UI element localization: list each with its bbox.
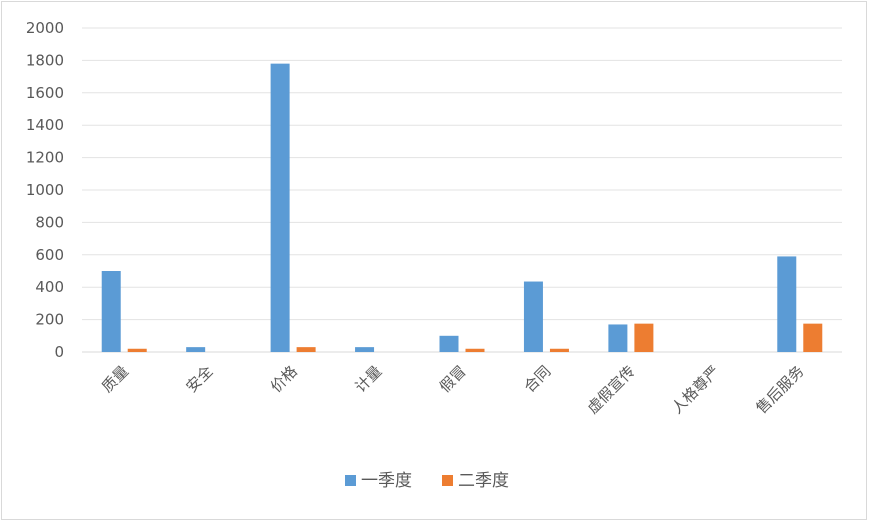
bar-q1-0 [101, 271, 121, 352]
y-tick-label: 0 [54, 343, 64, 361]
legend-swatch-q1 [345, 475, 356, 486]
bar-q1-1 [186, 347, 206, 352]
bar-q2-2 [296, 347, 316, 352]
bar-q1-3 [355, 347, 375, 352]
x-category-label: 售后服务 [752, 362, 807, 417]
legend: 一季度 二季度 [345, 471, 509, 491]
y-tick-label: 600 [35, 246, 64, 264]
y-axis: 0 200 400 600 800 1000 1200 1400 1600 1800 2000 [26, 19, 64, 361]
y-tick-label: 1000 [26, 181, 64, 199]
bar-q2-0 [127, 348, 147, 352]
y-tick-label: 200 [35, 311, 64, 329]
bars [101, 63, 823, 352]
y-tick-label: 1400 [26, 116, 64, 134]
x-category-label: 安全 [183, 362, 217, 396]
x-category-label: 合同 [520, 362, 554, 396]
x-category-label: 假冒 [436, 362, 470, 396]
bar-q2-6 [634, 323, 654, 352]
y-tick-label: 1600 [26, 84, 64, 102]
x-axis: 质量 安全 价格 计量 假冒 合同 虚假宣传 人格尊严 售后服务 [98, 362, 808, 417]
x-category-label: 质量 [98, 362, 132, 396]
x-category-label: 虚假宣传 [584, 362, 639, 417]
y-tick-label: 400 [35, 278, 64, 296]
bar-q2-4 [465, 348, 485, 352]
bar-q2-8 [803, 323, 823, 352]
y-tick-label: 800 [35, 213, 64, 231]
y-tick-label: 2000 [26, 19, 64, 37]
bar-q1-8 [777, 256, 797, 352]
legend-swatch-q2 [442, 475, 453, 486]
y-tick-label: 1800 [26, 51, 64, 69]
bar-q1-6 [608, 324, 628, 352]
bar-q1-4 [439, 335, 459, 352]
x-category-label: 人格尊严 [668, 362, 723, 417]
x-category-label: 价格 [267, 362, 301, 396]
bar-q1-2 [270, 63, 290, 352]
bar-q1-5 [523, 281, 543, 352]
legend-label-q2: 二季度 [458, 471, 509, 491]
legend-label-q1: 一季度 [361, 471, 412, 491]
gridlines [82, 27, 842, 353]
y-tick-label: 1200 [26, 149, 64, 167]
x-category-label: 计量 [351, 362, 385, 396]
bar-q2-5 [549, 348, 569, 352]
